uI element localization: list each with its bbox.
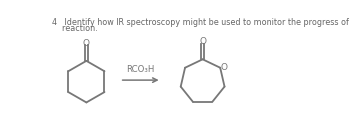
Text: O: O: [199, 38, 206, 46]
Text: O: O: [83, 39, 90, 48]
Text: reaction.: reaction.: [51, 23, 97, 33]
Text: RCO₃H: RCO₃H: [126, 65, 155, 74]
Text: O: O: [221, 63, 228, 72]
Text: 4   Identify how IR spectroscopy might be used to monitor the progress of the fo: 4 Identify how IR spectroscopy might be …: [51, 18, 350, 27]
